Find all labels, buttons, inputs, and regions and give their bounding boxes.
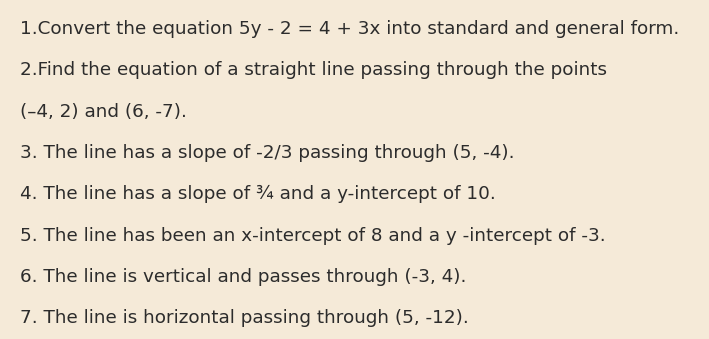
Text: (–4, 2) and (6, -7).: (–4, 2) and (6, -7). bbox=[20, 102, 186, 121]
Text: 5. The line has been an x-intercept of 8 and a y -intercept of -3.: 5. The line has been an x-intercept of 8… bbox=[20, 226, 605, 245]
Text: 6. The line is vertical and passes through (-3, 4).: 6. The line is vertical and passes throu… bbox=[20, 268, 467, 286]
Text: 2.Find the equation of a straight line passing through the points: 2.Find the equation of a straight line p… bbox=[20, 61, 607, 79]
Text: 4. The line has a slope of ¾ and a y-intercept of 10.: 4. The line has a slope of ¾ and a y-int… bbox=[20, 185, 496, 203]
Text: 3. The line has a slope of -2/3 passing through (5, -4).: 3. The line has a slope of -2/3 passing … bbox=[20, 144, 514, 162]
Text: 1.Convert the equation 5y - 2 = 4 + 3x into standard and general form.: 1.Convert the equation 5y - 2 = 4 + 3x i… bbox=[20, 20, 679, 38]
Text: 7. The line is horizontal passing through (5, -12).: 7. The line is horizontal passing throug… bbox=[20, 309, 469, 327]
